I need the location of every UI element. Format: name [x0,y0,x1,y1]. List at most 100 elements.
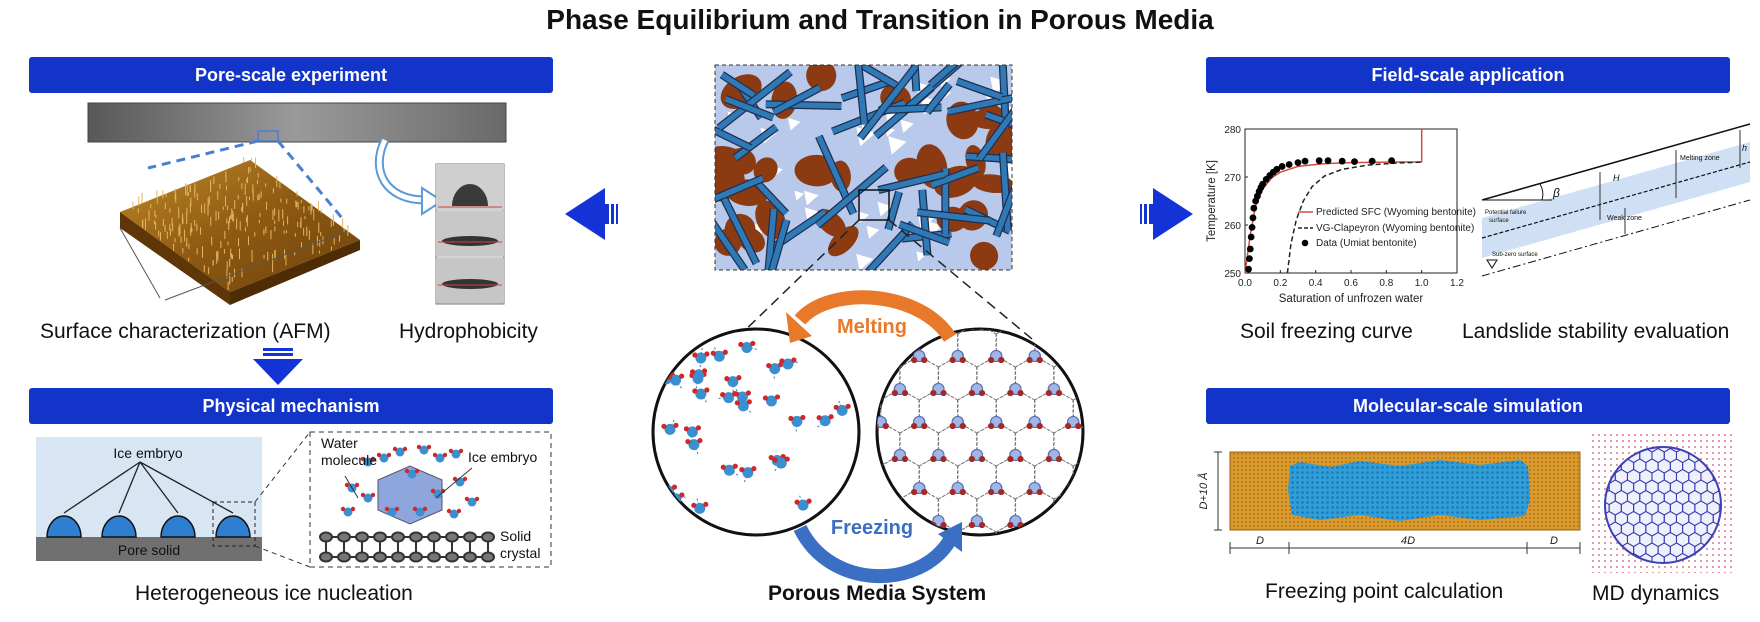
sfc-data-point [1246,255,1253,262]
ice-oxygen [972,318,983,329]
ice-bond [976,487,997,500]
hydrogen-atom [736,375,742,381]
ice-hydrogen [1075,357,1082,363]
ice-bond [918,355,939,368]
oxygen-atom [694,502,706,514]
water-hydrogen [360,456,366,462]
sfc-data-point [1368,157,1376,165]
oxygen-atom [670,374,682,386]
ice-hydrogen [1133,324,1139,330]
sfc-data-point [1250,204,1258,212]
ice-hydrogen [950,555,956,561]
banner-molecular-scale: Molecular-scale simulation [1206,388,1730,424]
ice-hydrogen [1075,555,1081,561]
failure-label-1: Potential failure [1485,210,1527,216]
ice-hydrogen [911,423,918,429]
ice-oxygen [1164,516,1175,527]
ice-hydrogen [864,456,870,462]
water-oxygen [395,447,405,457]
ice-hydrogen [1142,423,1148,429]
ice-hydrogen [1095,456,1101,462]
ice-hydrogen [1065,291,1071,297]
ice-oxygen [837,351,848,362]
ice-bond [1112,488,1131,499]
ice-oxygen [972,318,983,329]
ice-hydrogen [1085,390,1091,396]
ice-bond [1131,323,1150,334]
ice-oxygen [1145,483,1156,494]
ice-bond [1072,329,1083,335]
ice-molecules [837,285,1175,561]
ice-bond [1112,389,1131,400]
ice-oxygen [1029,549,1040,560]
ice-bond [1034,520,1055,533]
ice-oxygen [1049,318,1060,329]
ice-bond [919,454,939,467]
ice-bond [1053,388,1074,401]
ice-hydrogen [1123,522,1129,528]
ice-oxygen [877,482,887,494]
ice-oxygen [1087,318,1098,329]
beta-label: β [1552,186,1560,200]
ice-hydrogen [1046,522,1053,528]
ice-hydrogen [1114,423,1120,429]
banner-pore-scale: Pore-scale experiment [29,57,553,93]
hydrogen-bond [838,511,850,513]
ice-bond [1093,356,1112,367]
md-x-right: D [1550,535,1558,547]
ice-hydrogen [873,555,879,561]
ice-oxygen [856,384,867,395]
afm-axis-y [119,227,161,299]
water-hydrogen [456,508,462,514]
clay-fiber [885,191,902,231]
ice-hydrogen [1045,329,1052,330]
legend-label-vg: VG-Clapeyron (Wyoming bentonite) [1316,223,1474,234]
ice-hydrogen [1007,522,1014,528]
pore-void [900,119,914,133]
ice-hydrogen [1114,489,1120,495]
ice-hydrogen [1133,456,1139,462]
ice-hydrogen [1046,456,1052,462]
ice-bond [1073,355,1083,368]
ice-bond [1034,329,1055,335]
ice-hydrogen [1036,489,1043,495]
hydrogen-atom [732,463,738,469]
porous-zoom-box [858,189,890,221]
ice-hydrogen [1104,555,1110,561]
ice-bond [1112,422,1131,433]
water-hydrogen [402,446,408,452]
clay-fiber [855,65,898,88]
ice-bond [877,388,881,401]
water-hydrogen [384,506,390,512]
ice-bond [919,388,939,401]
ice-hydrogen [1085,324,1091,330]
sfc-legend: Predicted SFC (Wyoming bentonite) VG-Cla… [1298,207,1476,249]
legend-marker-data [1301,239,1309,247]
ice-hydrogen [1161,456,1167,462]
oxygen-atom [695,352,707,364]
ice-hydrogen [1123,456,1129,462]
hydrogen-atom [722,349,728,355]
landslide-diagram: β h H Melting zone Weak zone Potential f… [1481,123,1751,277]
ice-bond [1150,323,1169,334]
legend-label-data: Data (Umiat bentonite) [1316,238,1417,249]
ice-bond [1131,356,1150,367]
page-title: Phase Equilibrium and Transition in Poro… [546,4,1214,35]
hydrogen-atom [814,339,820,345]
sfc-xtick-label: 0.8 [1379,278,1393,289]
ice-oxygen [1126,384,1137,395]
afm-axis-x [164,231,346,301]
ice-bond [877,388,881,401]
ice-hydrogen [1152,489,1158,495]
pore-void [788,118,801,131]
hydrogen-atom [772,457,778,463]
ice-bond [1112,290,1131,301]
ice-hydrogen [1075,291,1081,297]
oxygen-atom [723,392,735,404]
ice-bond [877,355,881,368]
ice-bond [1150,521,1169,532]
water-oxygen [343,507,353,517]
ice-hydrogen [1123,324,1129,330]
ice-oxygen [952,285,963,296]
ice-hydrogen [1123,390,1129,396]
